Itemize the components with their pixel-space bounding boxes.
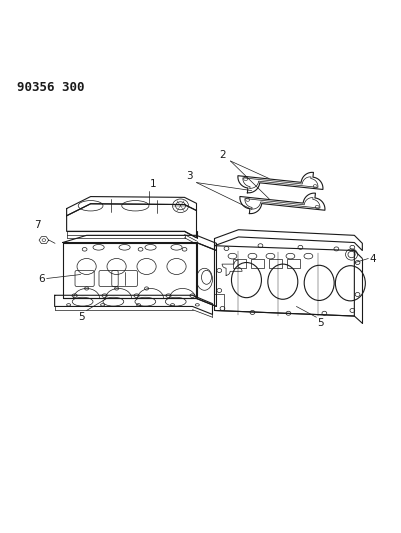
Text: 4: 4 — [370, 254, 376, 264]
Bar — [287, 259, 300, 268]
Text: 6: 6 — [38, 274, 45, 284]
Text: 5: 5 — [78, 312, 85, 322]
Text: 1: 1 — [150, 179, 157, 189]
Bar — [269, 259, 282, 268]
Text: 7: 7 — [34, 220, 41, 230]
Bar — [233, 259, 246, 268]
Text: 3: 3 — [186, 172, 192, 181]
Text: 5: 5 — [318, 318, 324, 328]
Text: 90356 300: 90356 300 — [17, 80, 84, 94]
Text: 2: 2 — [219, 150, 226, 160]
Bar — [251, 259, 264, 268]
